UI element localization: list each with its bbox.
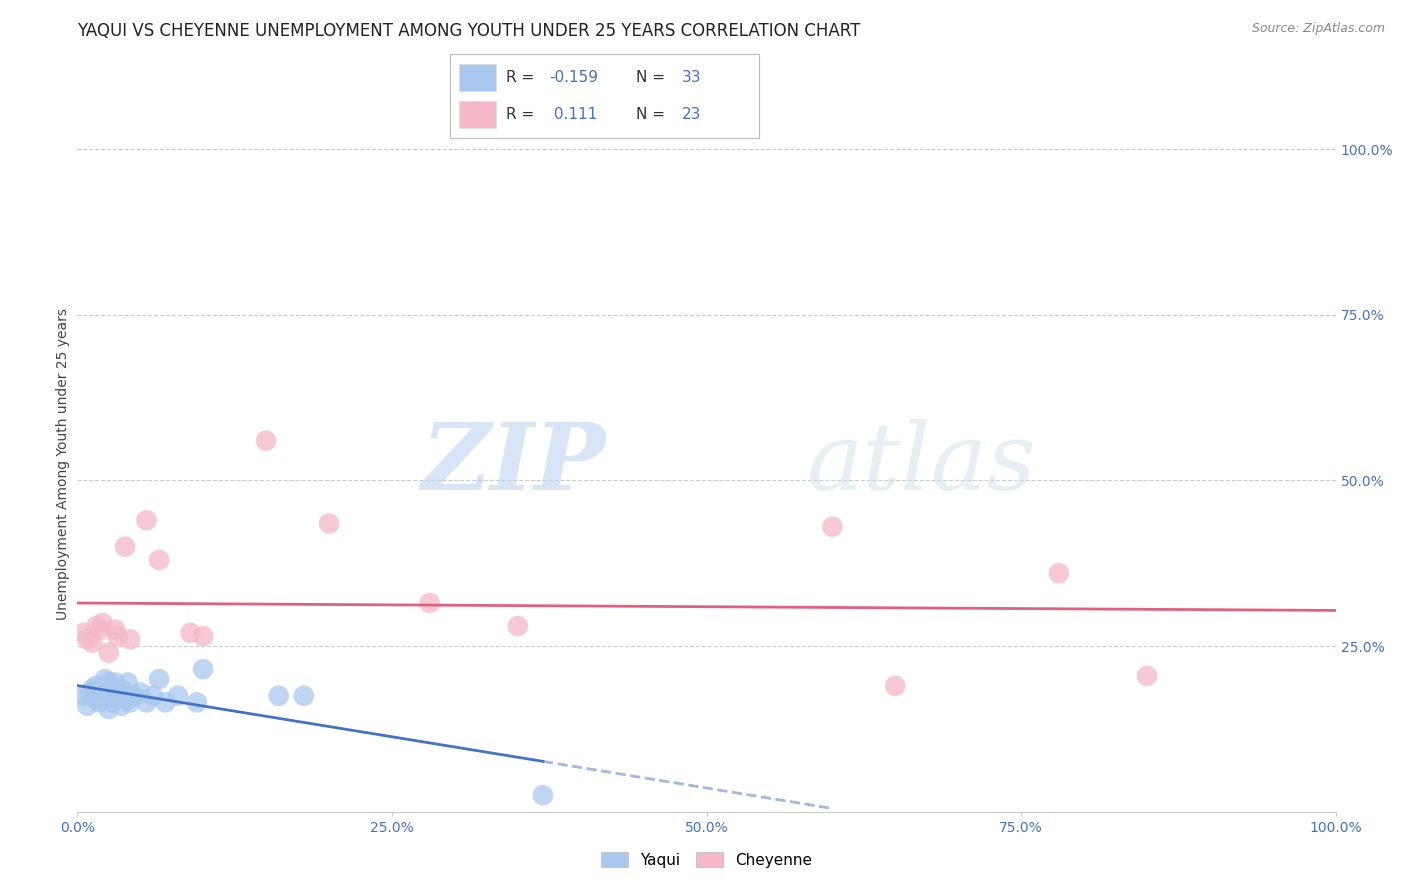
Text: N =: N = — [636, 70, 669, 85]
Point — [148, 672, 170, 686]
Point — [97, 646, 120, 660]
Point — [191, 662, 215, 676]
Point — [104, 623, 127, 637]
Point — [114, 689, 136, 703]
Point — [135, 695, 157, 709]
Point — [142, 689, 165, 703]
Point — [292, 689, 315, 703]
Point — [114, 540, 136, 554]
Point — [186, 695, 208, 709]
Point — [101, 695, 124, 709]
Y-axis label: Unemployment Among Youth under 25 years: Unemployment Among Youth under 25 years — [56, 308, 70, 620]
Point — [107, 685, 129, 699]
Point — [76, 632, 98, 647]
Text: ZIP: ZIP — [422, 419, 606, 508]
Point — [155, 695, 177, 709]
Point — [1047, 566, 1070, 581]
Point — [180, 625, 202, 640]
Point — [122, 689, 145, 703]
Bar — [460, 63, 496, 91]
Point — [191, 629, 215, 643]
Text: N =: N = — [636, 107, 669, 122]
Point — [91, 685, 114, 699]
Point — [318, 516, 340, 531]
Text: 0.111: 0.111 — [548, 107, 598, 122]
Point — [82, 636, 104, 650]
Point — [821, 520, 844, 534]
Text: YAQUI VS CHEYENNE UNEMPLOYMENT AMONG YOUTH UNDER 25 YEARS CORRELATION CHART: YAQUI VS CHEYENNE UNEMPLOYMENT AMONG YOU… — [77, 22, 860, 40]
Point — [148, 553, 170, 567]
Point — [117, 675, 139, 690]
Point — [104, 675, 127, 690]
Point — [104, 689, 127, 703]
Legend: Yaqui, Cheyenne: Yaqui, Cheyenne — [595, 846, 818, 873]
Text: atlas: atlas — [807, 419, 1036, 508]
Point — [254, 434, 277, 448]
Text: -0.159: -0.159 — [548, 70, 598, 85]
Point — [135, 513, 157, 527]
Bar — [460, 101, 496, 128]
Text: 33: 33 — [682, 70, 702, 85]
Point — [72, 625, 94, 640]
Point — [267, 689, 290, 703]
Text: R =: R = — [506, 70, 538, 85]
Point — [76, 698, 98, 713]
Point — [97, 702, 120, 716]
Point — [84, 679, 107, 693]
Point — [84, 692, 107, 706]
Text: Source: ZipAtlas.com: Source: ZipAtlas.com — [1251, 22, 1385, 36]
Point — [89, 695, 111, 709]
Point — [129, 685, 152, 699]
Text: R =: R = — [506, 107, 538, 122]
Point — [84, 619, 107, 633]
Text: 23: 23 — [682, 107, 702, 122]
Point — [110, 682, 132, 697]
Point — [79, 685, 101, 699]
Point — [107, 629, 129, 643]
Point — [89, 623, 111, 637]
Point — [117, 692, 139, 706]
Point — [120, 632, 142, 647]
Point — [97, 675, 120, 690]
Point — [506, 619, 529, 633]
Point — [110, 698, 132, 713]
Point — [120, 695, 142, 709]
Point — [82, 682, 104, 697]
Point — [531, 788, 554, 802]
Point — [72, 689, 94, 703]
Point — [94, 672, 117, 686]
Point — [167, 689, 190, 703]
Point — [1136, 669, 1159, 683]
Point — [884, 679, 907, 693]
Point — [91, 615, 114, 630]
Point — [419, 596, 441, 610]
